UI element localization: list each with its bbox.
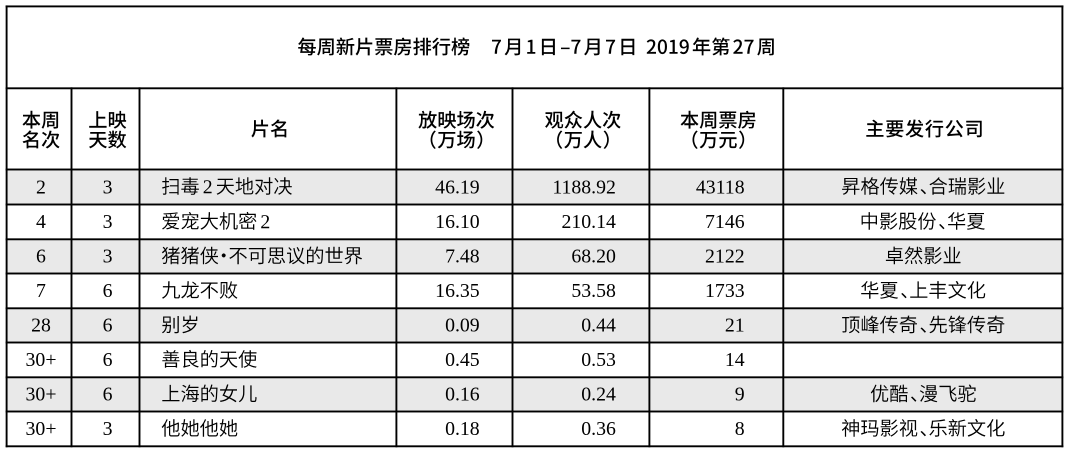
svg-text:3: 3: [103, 176, 113, 198]
svg-text:30+: 30+: [26, 384, 57, 406]
svg-text:3: 3: [103, 246, 113, 268]
svg-text:0.16: 0.16: [445, 384, 480, 406]
svg-text:8: 8: [735, 418, 745, 440]
svg-text:1733: 1733: [705, 280, 745, 302]
svg-text:14: 14: [725, 349, 745, 371]
svg-text:7: 7: [36, 280, 46, 302]
svg-text:16.10: 16.10: [435, 211, 480, 233]
svg-text:0.09: 0.09: [445, 315, 480, 337]
svg-text:2122: 2122: [705, 246, 745, 268]
svg-text:21: 21: [725, 315, 745, 337]
svg-text:43118: 43118: [696, 176, 745, 198]
svg-text:9: 9: [735, 384, 745, 406]
svg-text:0.18: 0.18: [445, 418, 480, 440]
svg-text:6: 6: [36, 246, 46, 268]
svg-text:3: 3: [103, 418, 113, 440]
svg-text:68.20: 68.20: [571, 246, 616, 268]
svg-text:6: 6: [103, 384, 113, 406]
svg-text:0.44: 0.44: [581, 315, 616, 337]
svg-text:46.19: 46.19: [435, 176, 480, 198]
svg-text:6: 6: [103, 280, 113, 302]
svg-text:53.58: 53.58: [571, 280, 616, 302]
svg-text:4: 4: [36, 211, 46, 233]
svg-text:16.35: 16.35: [435, 280, 480, 302]
svg-text:30+: 30+: [26, 349, 57, 371]
svg-text:7.48: 7.48: [445, 246, 480, 268]
svg-text:0.45: 0.45: [445, 349, 480, 371]
svg-text:6: 6: [103, 315, 113, 337]
svg-text:3: 3: [103, 211, 113, 233]
svg-text:2: 2: [36, 176, 46, 198]
svg-text:0.24: 0.24: [581, 384, 616, 406]
svg-text:30+: 30+: [26, 418, 57, 440]
svg-text:0.53: 0.53: [581, 349, 616, 371]
svg-text:0.36: 0.36: [581, 418, 616, 440]
svg-text:7146: 7146: [705, 211, 745, 233]
svg-text:28: 28: [31, 315, 51, 337]
svg-text:1188.92: 1188.92: [552, 176, 616, 198]
svg-text:210.14: 210.14: [561, 211, 616, 233]
svg-text:6: 6: [103, 349, 113, 371]
